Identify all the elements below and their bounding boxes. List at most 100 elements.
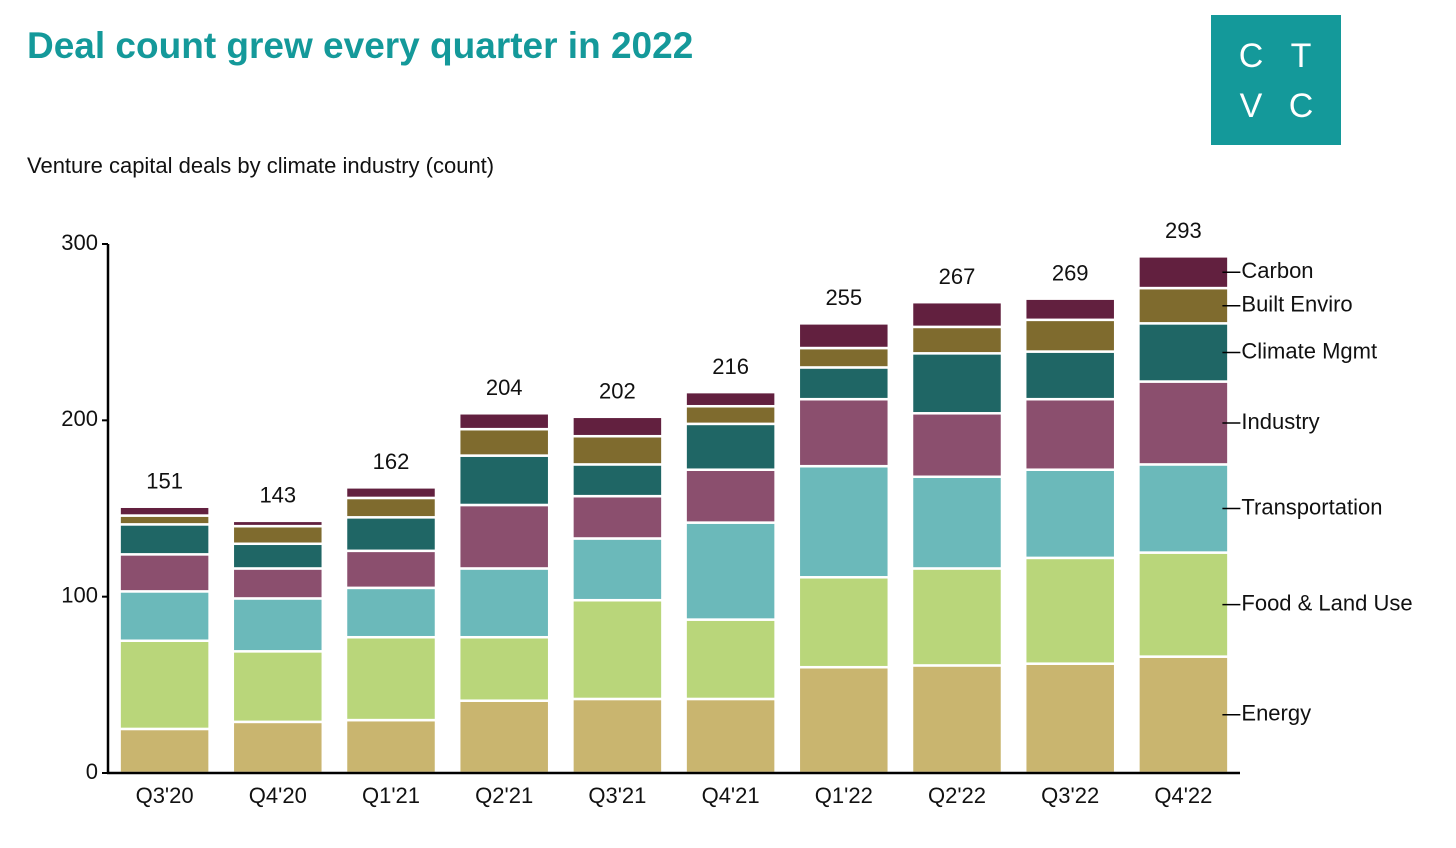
x-tick-label: Q4'21 — [702, 783, 760, 808]
bar-segment — [1023, 350, 1117, 401]
bar-segment — [1023, 318, 1117, 353]
total-label: 216 — [712, 354, 749, 379]
bar-segment — [457, 567, 551, 639]
total-label: 204 — [486, 375, 523, 400]
logo-letter: T — [1291, 37, 1312, 75]
bar-segment — [344, 496, 438, 519]
bar-segment — [684, 521, 777, 621]
bar-segment — [571, 415, 664, 438]
bar-segment — [571, 598, 664, 701]
bar-segment — [457, 635, 551, 702]
x-tick-label: Q4'22 — [1154, 783, 1212, 808]
legend-label: Carbon — [1241, 258, 1313, 283]
bar-segment — [1137, 322, 1230, 383]
bar-segment — [910, 567, 1004, 667]
bar-segment — [118, 523, 211, 556]
total-label: 267 — [939, 264, 976, 289]
legend-label: Food & Land Use — [1241, 590, 1412, 615]
total-label: 269 — [1052, 260, 1089, 285]
bar-segment — [910, 325, 1004, 355]
total-label: 293 — [1165, 218, 1202, 243]
bar-segment — [1137, 286, 1230, 325]
bar-segment — [684, 697, 777, 775]
bar-segment — [1023, 662, 1117, 775]
logo-box — [1211, 15, 1341, 145]
bar-segment — [231, 650, 325, 724]
x-tick-label: Q2'22 — [928, 783, 986, 808]
total-label: 151 — [146, 469, 183, 494]
y-tick-label: 100 — [61, 582, 98, 607]
bar-segment — [797, 576, 891, 669]
bar-segment — [1023, 397, 1117, 471]
bar-segment — [118, 505, 211, 517]
total-label: 202 — [599, 379, 636, 404]
bar-segment — [797, 346, 891, 369]
logo-letter: C — [1289, 87, 1314, 125]
bar-segment — [231, 524, 325, 546]
x-tick-label: Q1'22 — [815, 783, 873, 808]
x-tick-label: Q1'21 — [362, 783, 420, 808]
legend-label: Climate Mgmt — [1241, 338, 1377, 363]
bar-segment — [344, 586, 438, 639]
bar-segment — [571, 537, 664, 602]
bar-segment — [1023, 297, 1117, 322]
bar-segment — [457, 412, 551, 431]
bar-segment — [344, 718, 438, 775]
bar-segment — [684, 618, 777, 701]
legend-label: Energy — [1241, 701, 1311, 726]
bar-segment — [118, 590, 211, 642]
bar-segment — [571, 463, 664, 498]
bar-segment — [910, 412, 1004, 479]
bar-segment — [1137, 380, 1230, 466]
bar-segment — [684, 422, 777, 471]
bar-segment — [910, 475, 1004, 570]
bar-segment — [684, 404, 777, 426]
bar-segment — [118, 639, 211, 731]
bar-segment — [118, 553, 211, 593]
legend-label: Built Enviro — [1241, 292, 1352, 317]
bar-segment — [457, 503, 551, 570]
bar-segment — [1137, 655, 1230, 775]
legend-label: Industry — [1241, 409, 1319, 434]
bar-segment — [910, 300, 1004, 329]
bar-segment — [1137, 255, 1230, 290]
bar-segment — [118, 727, 211, 775]
bar-segment — [797, 665, 891, 775]
y-tick-label: 300 — [61, 230, 98, 255]
bar-segment — [910, 664, 1004, 775]
bar-segment — [684, 468, 777, 524]
chart-subtitle: Venture capital deals by climate industr… — [27, 153, 494, 178]
bar-segment — [231, 542, 325, 570]
bar-segment — [344, 549, 438, 590]
bar-segment — [571, 697, 664, 775]
total-label: 255 — [825, 285, 862, 310]
bar-segment — [231, 720, 325, 775]
bar-segment — [684, 390, 777, 408]
bar-segment — [457, 454, 551, 507]
x-tick-label: Q3'21 — [588, 783, 646, 808]
bar-segment — [571, 494, 664, 540]
logo-letter: C — [1239, 37, 1264, 75]
bar-segment — [344, 516, 438, 553]
bar-segment — [231, 567, 325, 600]
bar-segment — [1023, 468, 1117, 560]
bar-segment — [797, 366, 891, 401]
x-tick-label: Q3'20 — [136, 783, 194, 808]
chart-title: Deal count grew every quarter in 2022 — [27, 25, 693, 66]
y-tick-label: 200 — [61, 406, 98, 431]
bar-segment — [457, 699, 551, 775]
bar-segment — [910, 352, 1004, 415]
x-tick-label: Q3'22 — [1041, 783, 1099, 808]
bar-segment — [797, 464, 891, 579]
bar-segment — [457, 427, 551, 457]
logo-letter: V — [1240, 87, 1263, 125]
total-label: 143 — [259, 483, 296, 508]
bar-segment — [571, 434, 664, 466]
x-tick-label: Q2'21 — [475, 783, 533, 808]
bar-segment — [344, 635, 438, 722]
x-tick-label: Q4'20 — [249, 783, 307, 808]
bar-segment — [118, 514, 211, 526]
bar-segment — [1137, 551, 1230, 658]
bar-segment — [231, 519, 325, 528]
